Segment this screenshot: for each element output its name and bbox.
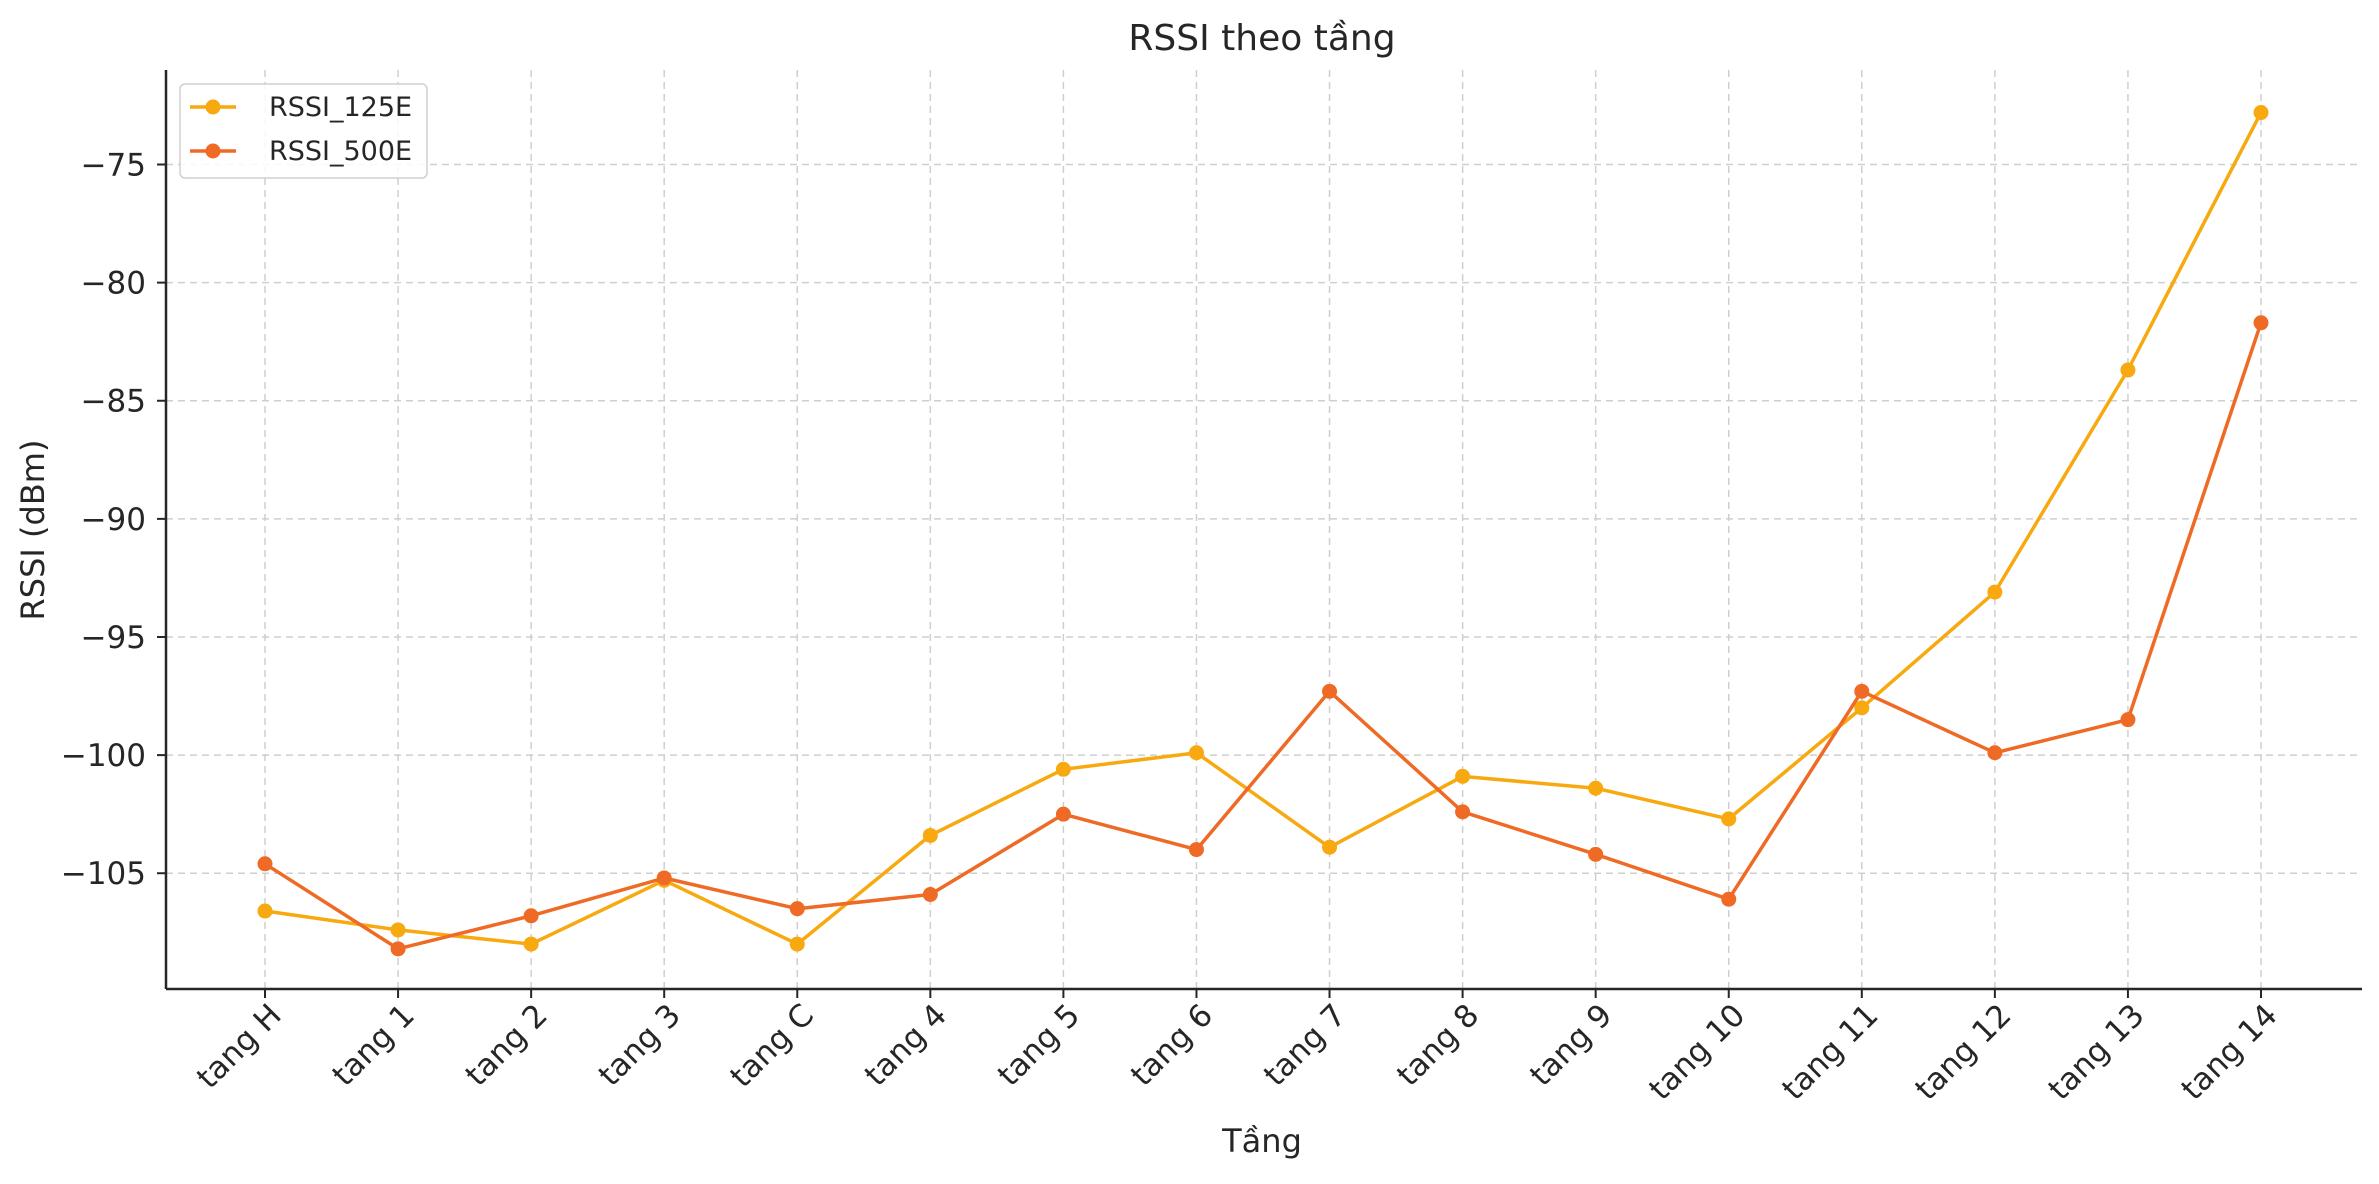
series-line-RSSI_125E	[264, 111, 2263, 946]
x-tick-label: tang H	[190, 997, 289, 1096]
y-tick-label: −95	[81, 620, 146, 656]
y-tick-label: −75	[81, 147, 146, 183]
legend-box	[179, 83, 428, 179]
axes	[157, 70, 2362, 998]
data-point-RSSI_125E	[1987, 584, 2003, 600]
x-tick-label: tang 4	[858, 997, 954, 1093]
data-point-RSSI_125E	[1322, 839, 1338, 855]
y-axis-label: RSSI (dBm)	[14, 440, 52, 621]
y-tick-label: −100	[61, 738, 146, 774]
legend-label: RSSI_125E	[269, 92, 412, 123]
data-point-RSSI_500E	[1455, 804, 1471, 820]
x-tick-label: tang 8	[1390, 997, 1486, 1093]
y-tick-label: −90	[81, 502, 146, 538]
data-point-RSSI_125E	[1854, 700, 1870, 716]
x-tick-label: tang 13	[2041, 997, 2151, 1107]
x-tick-label: tang 11	[1775, 997, 1885, 1107]
series-lines	[257, 105, 2269, 957]
x-tick-label: tang 5	[991, 997, 1087, 1093]
x-tick-label: tang 6	[1124, 997, 1220, 1093]
data-point-RSSI_500E	[257, 856, 273, 872]
data-point-RSSI_500E	[1987, 745, 2003, 761]
legend: RSSI_125E RSSI_500E	[179, 83, 428, 179]
x-tick-label: tang 7	[1257, 997, 1353, 1093]
data-point-RSSI_500E	[523, 908, 539, 924]
data-point-RSSI_500E	[2120, 712, 2136, 728]
data-point-RSSI_125E	[1721, 811, 1737, 827]
data-point-RSSI_500E	[1055, 806, 1071, 822]
x-tick-label: tang 2	[459, 997, 555, 1093]
data-point-RSSI_125E	[1188, 745, 1204, 761]
data-point-RSSI_125E	[2120, 362, 2136, 378]
y-tick-label: −85	[81, 384, 146, 420]
chart-title: RSSI theo tầng	[1128, 18, 1395, 59]
x-tick-label: tang 1	[326, 997, 422, 1093]
data-point-RSSI_500E	[1588, 846, 1604, 862]
data-point-RSSI_500E	[1721, 891, 1737, 907]
grid-lines	[166, 70, 2362, 989]
data-point-RSSI_125E	[922, 827, 938, 843]
data-point-RSSI_125E	[523, 936, 539, 952]
x-tick-label: tang 14	[2175, 997, 2285, 1107]
legend-swatch-marker	[205, 99, 221, 115]
data-point-RSSI_500E	[656, 870, 672, 886]
x-tick-label: tang C	[723, 997, 821, 1095]
data-point-RSSI_125E	[789, 936, 805, 952]
x-tick-label: tang 9	[1523, 997, 1619, 1093]
data-point-RSSI_500E	[390, 941, 406, 957]
data-point-RSSI_125E	[1588, 780, 1604, 796]
data-point-RSSI_500E	[922, 887, 938, 903]
data-point-RSSI_500E	[2253, 315, 2269, 331]
tick-labels: tang H tang 1 tang 2 tang 3 tang C tang 4 tang…	[61, 147, 2285, 1107]
x-tick-label: tang 10	[1642, 997, 1752, 1107]
data-point-RSSI_125E	[257, 903, 273, 919]
series-line-RSSI_500E	[264, 322, 2263, 951]
y-tick-label: −80	[81, 266, 146, 302]
y-tick-label: −105	[61, 856, 146, 892]
data-point-RSSI_500E	[1854, 683, 1870, 699]
legend-swatch-marker	[205, 143, 221, 159]
data-point-RSSI_500E	[1188, 842, 1204, 858]
x-tick-label: tang 12	[1908, 997, 2018, 1107]
data-point-RSSI_500E	[789, 901, 805, 917]
data-point-RSSI_125E	[2253, 105, 2269, 121]
legend-label: RSSI_500E	[269, 136, 412, 167]
x-tick-label: tang 3	[592, 997, 688, 1093]
x-axis-label: Tầng	[1221, 1122, 1302, 1160]
data-point-RSSI_500E	[1322, 683, 1338, 699]
data-point-RSSI_125E	[1455, 768, 1471, 784]
data-point-RSSI_125E	[390, 922, 406, 938]
data-point-RSSI_125E	[1055, 761, 1071, 777]
